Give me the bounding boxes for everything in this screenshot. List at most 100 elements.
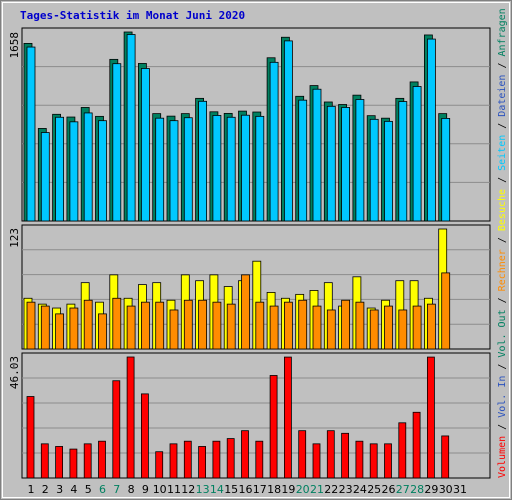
y-max-label: 1658 — [8, 32, 21, 59]
bar-besuche-day-30 — [441, 272, 451, 350]
bar-dateien-day-27 — [398, 101, 408, 222]
x-tick-label: 3 — [56, 483, 63, 496]
bar-besuche-day-20 — [298, 299, 308, 350]
x-tick-label: 14 — [210, 483, 224, 496]
x-tick-label: 2 — [42, 483, 49, 496]
x-tick-label: 24 — [353, 483, 367, 496]
x-tick-label: 17 — [253, 483, 267, 496]
bar-dateien-day-1 — [26, 46, 36, 222]
bar-dateien-day-11 — [169, 120, 179, 222]
bar-besuche-day-16 — [241, 274, 250, 350]
bar-volumen-day-18 — [269, 375, 278, 479]
legend-item-besuche: Besuche — [497, 189, 508, 231]
bar-dateien-day-24 — [355, 99, 365, 222]
bar-besuche-day-1 — [26, 301, 36, 350]
vertical-legend: Volumen / Vol. In / Vol. Out / Rechner /… — [497, 8, 508, 478]
bar-besuche-day-15 — [226, 303, 236, 350]
bar-volumen-day-19 — [283, 356, 292, 479]
x-tick-label: 30 — [439, 483, 453, 496]
bar-dateien-day-13 — [198, 100, 208, 222]
bar-dateien-day-19 — [283, 40, 293, 222]
legend-separator: / — [497, 418, 508, 436]
bar-besuche-day-22 — [326, 309, 336, 350]
x-tick-label: 22 — [324, 483, 338, 496]
bar-dateien-day-22 — [326, 105, 336, 222]
bar-besuche-day-17 — [255, 301, 265, 350]
bar-volumen-day-16 — [241, 430, 249, 479]
legend-separator: / — [497, 231, 508, 249]
bar-besuche-day-4 — [69, 307, 79, 350]
bar-volumen-day-15 — [226, 438, 235, 479]
bar-volumen-day-22 — [326, 430, 335, 479]
x-tick-label: 1 — [28, 483, 35, 496]
x-tick-label: 4 — [70, 483, 77, 496]
bar-dateien-day-30 — [441, 118, 451, 222]
x-tick-label: 28 — [410, 483, 424, 496]
x-tick-label: 23 — [339, 483, 353, 496]
bar-dateien-day-8 — [126, 34, 136, 222]
bar-volumen-day-1 — [26, 396, 35, 479]
bar-besuche-day-27 — [398, 309, 408, 350]
bar-besuche-day-5 — [83, 299, 93, 350]
bar-dateien-day-16 — [241, 114, 250, 222]
bar-dateien-day-29 — [426, 38, 436, 222]
x-tick-label: 8 — [128, 483, 135, 496]
x-tick-label: 26 — [382, 483, 396, 496]
x-tick-label: 18 — [267, 483, 281, 496]
x-tick-label: 19 — [281, 483, 295, 496]
legend-item-vol-out: Vol. Out — [497, 309, 508, 357]
legend-separator: / — [497, 358, 508, 376]
x-tick-label: 11 — [167, 483, 181, 496]
x-tick-label: 27 — [396, 483, 410, 496]
bar-besuche-day-2 — [40, 305, 50, 350]
x-tick-label: 7 — [113, 483, 120, 496]
legend-separator: / — [497, 117, 508, 135]
bar-besuche-day-6 — [98, 313, 107, 350]
x-tick-label: 5 — [85, 483, 92, 496]
panel-bottom — [21, 352, 491, 479]
bar-volumen-day-25 — [369, 443, 378, 479]
bar-volumen-day-7 — [112, 380, 121, 479]
bar-volumen-day-14 — [212, 440, 221, 479]
panel-top — [21, 27, 491, 222]
legend-item-rechner: Rechner — [497, 249, 508, 291]
bar-volumen-day-20 — [298, 430, 307, 479]
y-axis-max-labels: 1658 123 46.03 — [8, 32, 21, 389]
legend-item-seiten: Seiten — [497, 135, 508, 171]
bar-dateien-day-5 — [83, 112, 93, 222]
bar-volumen-day-9 — [140, 393, 149, 479]
bar-volumen-day-6 — [98, 440, 106, 479]
bar-dateien-day-3 — [55, 116, 64, 222]
bar-dateien-day-6 — [98, 120, 107, 222]
bar-besuche-day-26 — [384, 305, 393, 350]
bar-dateien-day-2 — [40, 132, 50, 222]
x-tick-label: 13 — [196, 483, 210, 496]
bar-besuche-day-18 — [269, 305, 279, 350]
bar-dateien-day-15 — [226, 116, 236, 222]
x-tick-label: 15 — [224, 483, 238, 496]
bar-volumen-day-26 — [384, 443, 392, 479]
bar-volumen-day-12 — [183, 440, 192, 479]
x-tick-label: 6 — [99, 483, 106, 496]
bar-besuche-day-14 — [212, 301, 222, 350]
bar-besuche-day-7 — [112, 297, 122, 350]
x-tick-label: 25 — [367, 483, 381, 496]
bar-besuche-day-21 — [312, 305, 322, 350]
legend-separator: / — [497, 291, 508, 309]
bar-volumen-day-10 — [155, 451, 164, 479]
bar-besuche-day-12 — [183, 299, 193, 350]
x-tick-label: 9 — [142, 483, 149, 496]
bar-besuche-day-28 — [412, 305, 422, 350]
bar-volumen-day-28 — [412, 411, 421, 479]
legend-item-vol-in: Vol. In — [497, 376, 508, 418]
x-tick-label: 20 — [296, 483, 310, 496]
bar-dateien-day-7 — [112, 63, 122, 222]
bar-volumen-day-24 — [355, 440, 364, 479]
bar-besuche-day-23 — [341, 299, 351, 350]
bar-besuche-day-24 — [355, 301, 365, 350]
bar-dateien-day-9 — [140, 68, 150, 222]
bar-dateien-day-28 — [412, 86, 422, 222]
bar-dateien-day-10 — [155, 117, 165, 222]
bar-dateien-day-4 — [69, 121, 79, 222]
bar-volumen-day-23 — [341, 432, 350, 479]
